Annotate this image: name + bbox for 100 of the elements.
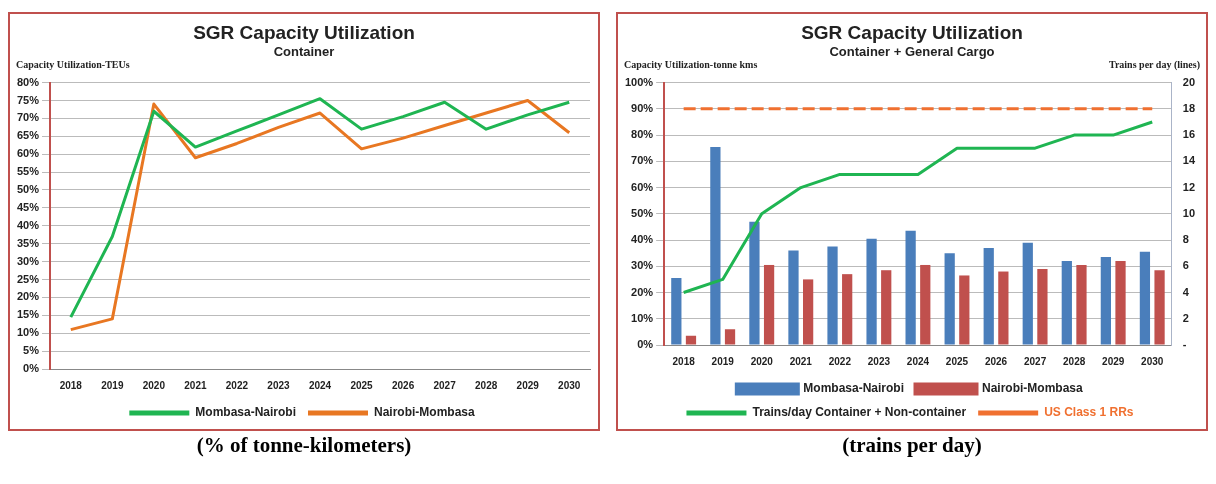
bar xyxy=(1061,261,1072,345)
bar xyxy=(788,250,799,345)
bar xyxy=(1139,251,1151,345)
y-tick-label: 30% xyxy=(631,259,654,272)
bar xyxy=(983,247,994,345)
x-tick-label: 2020 xyxy=(142,379,166,391)
y-tick-label: 90% xyxy=(631,101,654,114)
x-tick-label: 2023 xyxy=(867,355,891,367)
bar xyxy=(866,238,877,345)
y-tick-label: 50% xyxy=(631,206,654,219)
y-tick-label: 100% xyxy=(624,75,654,88)
x-tick-label: 2028 xyxy=(1063,355,1086,367)
text: US Class 1 RRs xyxy=(1044,405,1134,420)
chart-title: SGR Capacity Utilization xyxy=(192,22,416,44)
x-tick-label: 2023 xyxy=(267,379,291,391)
x-tick-label: 2030 xyxy=(1141,355,1164,367)
y-tick-label: 80% xyxy=(16,75,40,88)
y-tick-label: 5% xyxy=(23,344,40,357)
x-tick-label: 2022 xyxy=(225,379,249,391)
bar xyxy=(710,146,721,345)
chart-subtitle: Container xyxy=(272,44,336,59)
x-tick-label: 2029 xyxy=(516,379,540,391)
y2-tick-label: 14 xyxy=(1182,154,1196,167)
y-tick-label: 10% xyxy=(16,326,40,339)
y-tick-label: 20% xyxy=(631,285,654,298)
bar xyxy=(724,329,736,345)
y-tick-label: 60% xyxy=(16,147,40,160)
y-tick-label: 25% xyxy=(16,272,40,285)
legend-label: Nairobi-Mombasa xyxy=(982,381,1084,396)
y-tick-label: 80% xyxy=(631,128,654,141)
bar xyxy=(998,271,1009,345)
x-tick-label: 2026 xyxy=(984,355,1008,367)
bar xyxy=(959,275,970,345)
bar xyxy=(1037,268,1048,345)
bar xyxy=(803,279,814,345)
y2-tick-label: 6 xyxy=(1182,259,1189,272)
bar xyxy=(881,270,892,345)
bar xyxy=(944,253,955,345)
x-tick-label: 2027 xyxy=(1023,355,1047,367)
x-tick-label: 2025 xyxy=(945,355,969,367)
bar xyxy=(671,278,682,345)
bar xyxy=(1154,270,1165,345)
y-tick-label: 0% xyxy=(23,362,40,375)
y2-tick-label: 10 xyxy=(1182,206,1196,219)
x-tick-label: 2024 xyxy=(308,379,332,391)
y2-tick-label: - xyxy=(1182,338,1187,351)
y2-tick-label: 4 xyxy=(1182,285,1190,298)
y-tick-label: 0% xyxy=(637,338,654,351)
y-tick-label: 40% xyxy=(631,233,654,246)
y2-tick-label: 20 xyxy=(1182,75,1196,88)
bar xyxy=(842,274,853,345)
x-tick-label: 2020 xyxy=(750,355,774,367)
bar xyxy=(1100,257,1111,345)
x-tick-label: 2029 xyxy=(1102,355,1125,367)
x-tick-label: 2021 xyxy=(184,379,207,391)
y-tick-label: 45% xyxy=(16,200,40,213)
x-tick-label: 2026 xyxy=(391,379,415,391)
bar xyxy=(905,230,916,345)
bar xyxy=(1076,264,1087,345)
bar xyxy=(827,246,838,345)
y-tick-label: 65% xyxy=(16,129,40,142)
x-tick-label: 2022 xyxy=(828,355,852,367)
legend-label: Mombasa-Nairobi xyxy=(195,405,297,420)
x-tick-label: 2019 xyxy=(711,355,735,367)
x-tick-label: 2030 xyxy=(558,379,581,391)
x-tick-label: 2018 xyxy=(59,379,83,391)
text: (% of tonne-kilometers) xyxy=(196,433,412,458)
legend-label: Trains/day Container + Non-container xyxy=(752,405,967,420)
y-axis-title: Capacity Utilization-tonne kms xyxy=(624,59,758,72)
y-tick-label: 30% xyxy=(16,254,40,267)
legend-label: Mombasa-Nairobi xyxy=(803,381,905,396)
y-tick-label: 40% xyxy=(16,218,40,231)
y2-tick-label: 2 xyxy=(1182,311,1189,324)
y-tick-label: 60% xyxy=(631,180,654,193)
x-tick-label: 2018 xyxy=(672,355,696,367)
y2-tick-label: 12 xyxy=(1182,180,1196,193)
bar xyxy=(1115,261,1126,345)
x-tick-label: 2025 xyxy=(350,379,374,391)
y-tick-label: 10% xyxy=(631,311,654,324)
text: (trains per day) xyxy=(842,433,982,458)
chart-title: SGR Capacity Utilization xyxy=(800,22,1024,44)
x-tick-label: 2021 xyxy=(789,355,813,367)
bar xyxy=(685,335,697,345)
y2-tick-label: 16 xyxy=(1182,128,1196,141)
y-tick-label: 35% xyxy=(16,236,40,249)
y-tick-label: 70% xyxy=(631,154,654,167)
y2-axis-title: Trains per day (lines) xyxy=(1108,59,1200,72)
x-tick-label: 2028 xyxy=(475,379,498,391)
y2-tick-label: 8 xyxy=(1182,233,1189,246)
bar xyxy=(1022,242,1033,345)
y-tick-label: 50% xyxy=(16,183,40,196)
x-tick-label: 2027 xyxy=(433,379,457,391)
y2-tick-label: 18 xyxy=(1182,101,1196,114)
y-tick-label: 55% xyxy=(16,165,40,178)
x-tick-label: 2019 xyxy=(101,379,124,391)
y-tick-label: 75% xyxy=(16,93,40,106)
chart-subtitle: Container + General Cargo xyxy=(828,44,996,59)
bar xyxy=(920,264,931,345)
bar xyxy=(763,264,775,345)
legend-label: Nairobi-Mombasa xyxy=(374,405,476,420)
